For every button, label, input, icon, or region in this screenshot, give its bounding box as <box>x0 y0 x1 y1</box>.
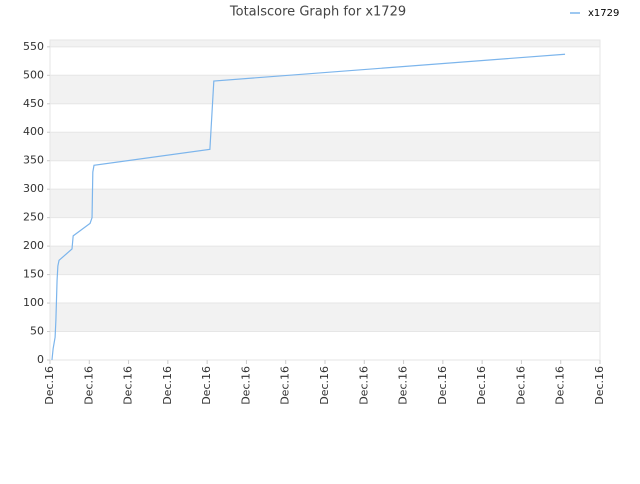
y-tick-label: 200 <box>23 239 44 252</box>
x-tick-label: Dec.16 <box>279 366 292 405</box>
y-tick-label: 50 <box>30 325 44 338</box>
y-tick-label: 0 <box>37 353 44 366</box>
chart-title: Totalscore Graph for x1729 <box>229 5 406 20</box>
y-tick-label: 550 <box>23 40 44 53</box>
x-tick-label: Dec.16 <box>593 366 606 405</box>
y-tick-label: 500 <box>23 68 44 81</box>
legend-label: x1729 <box>588 8 619 19</box>
x-tick-label: Dec.16 <box>436 366 449 405</box>
series-line <box>51 53 566 361</box>
y-tick-label: 400 <box>23 125 44 138</box>
y-tick-label: 150 <box>23 268 44 281</box>
y-tick-label: 450 <box>23 97 44 110</box>
y-tick-label: 350 <box>23 154 44 167</box>
x-tick-label: Dec.16 <box>318 366 331 405</box>
y-tick-label: 300 <box>23 182 44 195</box>
x-tick-label: Dec.16 <box>43 366 56 405</box>
x-tick-label: Dec.16 <box>397 366 410 405</box>
y-tick-label: 250 <box>23 211 44 224</box>
grid-band <box>50 40 600 47</box>
x-tick-label: Dec.16 <box>475 366 488 405</box>
grid-band <box>50 246 600 275</box>
grid-band <box>50 303 600 332</box>
x-tick-label: Dec.16 <box>200 366 213 405</box>
y-tick-label: 100 <box>23 296 44 309</box>
x-tick-label: Dec.16 <box>161 366 174 405</box>
grid-band <box>50 189 600 218</box>
x-tick-label: Dec.16 <box>82 366 95 405</box>
x-tick-label: Dec.16 <box>554 366 567 405</box>
grid-band <box>50 75 600 104</box>
grid-band <box>50 132 600 161</box>
x-tick-label: Dec.16 <box>239 366 252 405</box>
x-tick-label: Dec.16 <box>357 366 370 405</box>
x-tick-label: Dec.16 <box>122 366 135 405</box>
x-tick-label: Dec.16 <box>514 366 527 405</box>
